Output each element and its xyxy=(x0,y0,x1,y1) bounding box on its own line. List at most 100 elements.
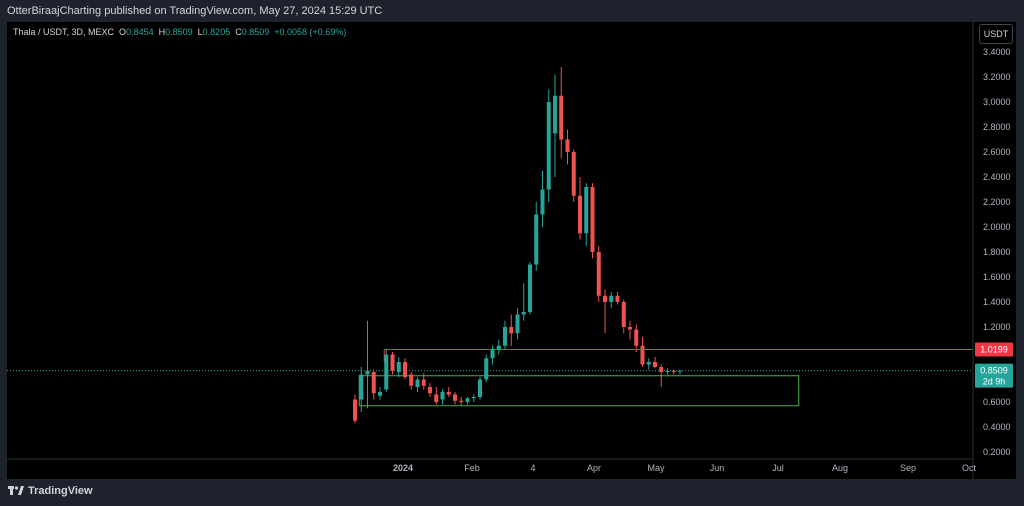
candle-body xyxy=(596,252,601,296)
low-label: L xyxy=(197,27,203,37)
candle xyxy=(640,337,645,367)
time-tick-label: Aug xyxy=(832,463,848,473)
candle xyxy=(671,369,676,375)
candle-body xyxy=(503,327,507,346)
candle xyxy=(603,289,607,334)
candle xyxy=(546,89,551,202)
candle xyxy=(371,369,376,400)
candle-body xyxy=(665,370,670,372)
candle-body xyxy=(459,400,464,402)
high-value: 0.8509 xyxy=(165,27,193,37)
candle-body xyxy=(521,312,526,315)
candles-layer xyxy=(353,67,682,424)
candle-body xyxy=(634,329,639,346)
price-tick-label: 2.2000 xyxy=(983,197,1011,207)
candle-body xyxy=(484,358,489,380)
candle xyxy=(509,314,514,346)
candle xyxy=(678,370,682,375)
candle-body xyxy=(403,362,407,377)
tradingview-logo[interactable]: TradingView xyxy=(8,485,93,497)
price-tick-label: 3.2000 xyxy=(983,72,1011,82)
currency-button[interactable]: USDT xyxy=(979,24,1013,44)
candle xyxy=(415,377,420,392)
price-tick-label: 3.0000 xyxy=(983,97,1011,107)
publish-header: OtterBiraajCharting published on Trading… xyxy=(0,0,1024,22)
candle xyxy=(578,177,582,240)
candle xyxy=(496,339,501,355)
candle-body xyxy=(509,327,514,334)
countdown-label: 2d 9h xyxy=(983,377,1006,387)
candle-body xyxy=(578,195,582,234)
high-label: H xyxy=(158,27,166,37)
candle-body xyxy=(534,214,539,265)
time-tick-label: May xyxy=(647,463,665,473)
price-tick-label: 0.6000 xyxy=(983,397,1011,407)
candle-body xyxy=(571,152,576,196)
candle xyxy=(490,345,495,365)
price-axis: 3.4000 3.2000 3.0000 2.8000 2.6000 2.4000 2.20… xyxy=(972,22,1011,479)
candle-body xyxy=(621,302,626,327)
candle-body xyxy=(440,392,445,400)
candle xyxy=(584,183,589,246)
open-value: 0.8454 xyxy=(126,27,154,37)
candle xyxy=(434,387,439,405)
candle xyxy=(453,392,457,405)
candle xyxy=(396,357,401,377)
candle xyxy=(634,324,639,352)
price-tick-label: 3.4000 xyxy=(983,47,1011,57)
candle xyxy=(571,149,576,202)
candle xyxy=(659,364,664,387)
time-tick-label: Sep xyxy=(900,463,916,473)
candle-body xyxy=(446,392,451,395)
last-price-label: 0.8509 xyxy=(980,366,1008,376)
time-tick-label: Feb xyxy=(464,463,480,473)
candle xyxy=(559,67,564,159)
candle xyxy=(428,383,432,397)
chart-panel[interactable] xyxy=(7,22,1016,479)
candle xyxy=(359,367,364,412)
candle-body xyxy=(528,264,532,312)
footer: TradingView xyxy=(0,479,1024,506)
annotation-layer xyxy=(7,349,973,407)
time-axis: 2024 Feb 4 Apr May Jun Jul Aug Sep Oct xyxy=(7,458,976,473)
candle-body xyxy=(628,327,632,330)
candle-body xyxy=(378,392,382,396)
publish-info: OtterBiraajCharting published on Trading… xyxy=(7,5,383,17)
time-tick-label: Apr xyxy=(587,463,601,473)
candle-body xyxy=(615,295,620,302)
price-tick-label: 0.4000 xyxy=(983,422,1011,432)
candle xyxy=(503,320,507,350)
candle xyxy=(365,320,370,409)
candle xyxy=(378,387,382,400)
candle-body xyxy=(496,345,501,350)
candle-body xyxy=(671,370,676,372)
candle xyxy=(596,245,601,302)
candle-body xyxy=(553,95,557,134)
candle xyxy=(403,358,407,380)
candle-body xyxy=(453,394,457,401)
candle-body xyxy=(603,295,607,302)
candle-body xyxy=(478,379,482,397)
symbol-name: Thala / USDT, 3D, MEXC xyxy=(13,27,115,37)
candle xyxy=(553,74,557,177)
change-value: +0.0058 (+0.69%) xyxy=(274,27,347,37)
symbol-legend: Thala / USDT, 3D, MEXC O0.8454 H0.8509 L… xyxy=(13,27,346,37)
candle xyxy=(628,320,632,340)
resistance-price-label: 1.0199 xyxy=(980,345,1008,355)
time-tick-label: Jul xyxy=(772,463,784,473)
candle-body xyxy=(515,314,520,334)
candle xyxy=(590,183,595,259)
tradingview-brand: TradingView xyxy=(28,485,93,497)
candle-body xyxy=(365,370,370,375)
tradingview-logo-icon xyxy=(8,486,24,495)
candle xyxy=(484,354,489,382)
price-tick-label: 2.8000 xyxy=(983,122,1011,132)
price-tick-label: 1.2000 xyxy=(983,322,1011,332)
candle-body xyxy=(678,370,682,372)
candle xyxy=(534,202,539,271)
candle xyxy=(653,357,657,369)
candle xyxy=(390,352,395,375)
candle xyxy=(446,387,451,397)
close-label: C xyxy=(235,27,242,37)
